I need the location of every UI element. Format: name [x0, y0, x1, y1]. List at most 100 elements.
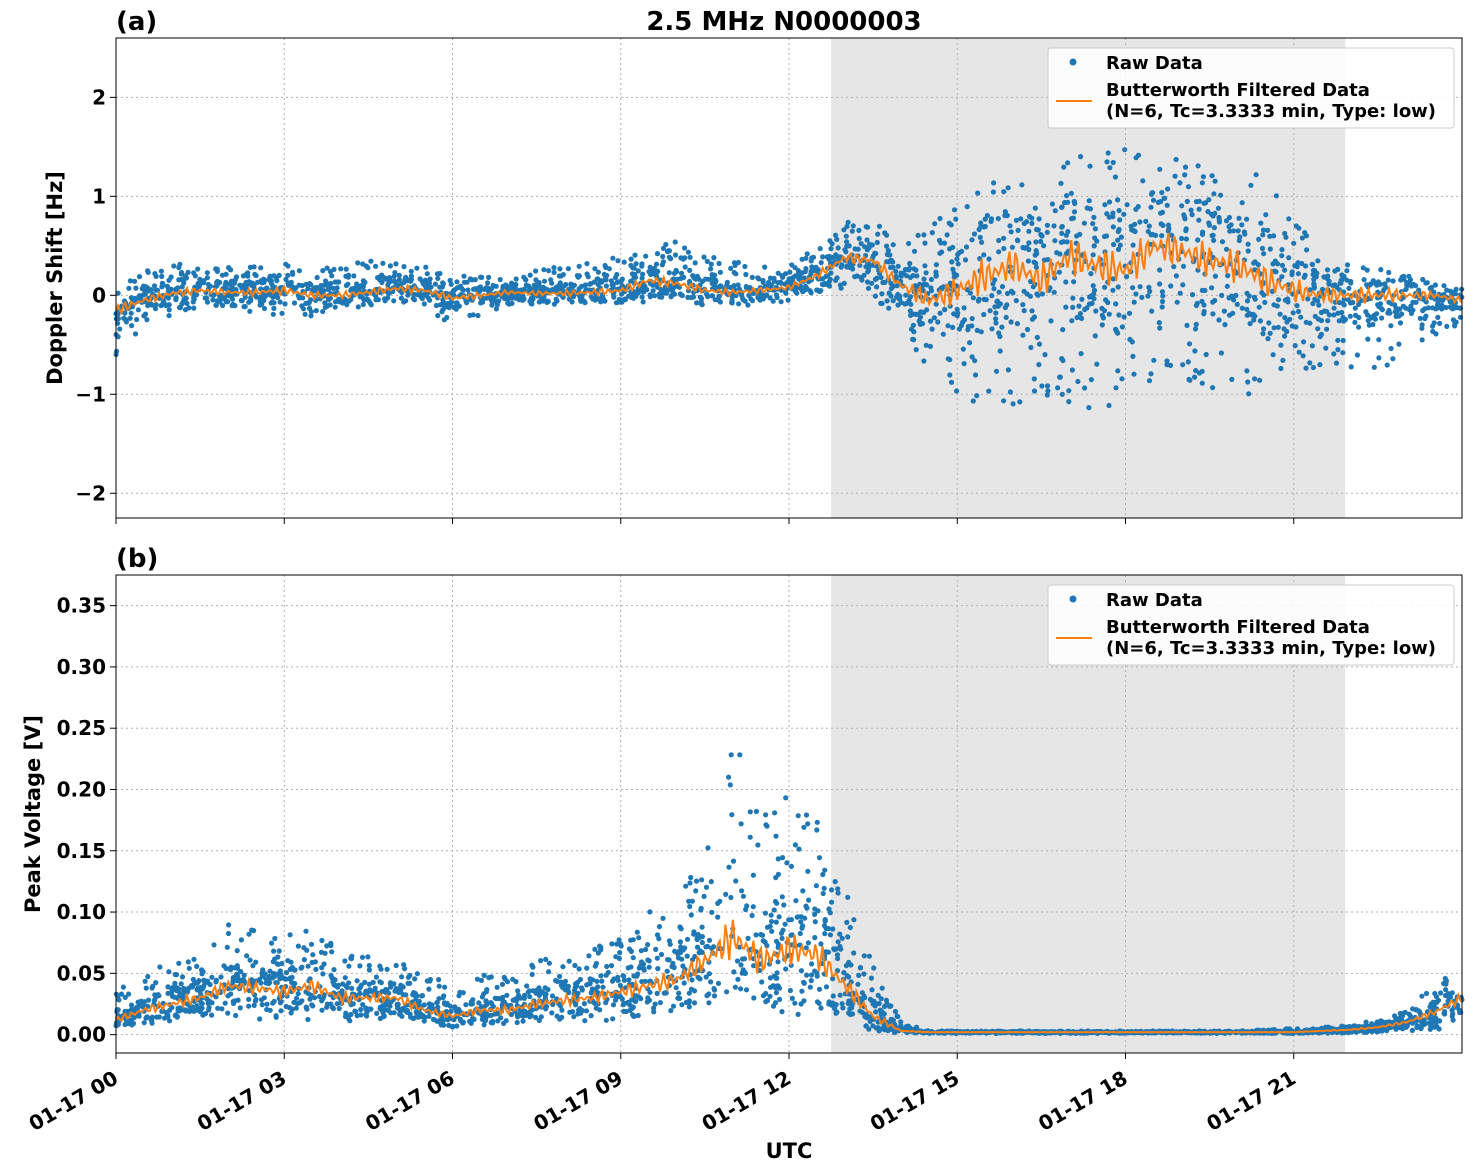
raw-data-point	[808, 978, 814, 984]
raw-data-point	[947, 372, 953, 378]
raw-data-point	[481, 972, 487, 979]
raw-data-point	[812, 906, 818, 912]
raw-data-point	[1114, 329, 1120, 335]
raw-data-point	[356, 986, 362, 992]
raw-data-point	[1289, 323, 1295, 329]
raw-data-point	[603, 1017, 609, 1023]
raw-data-point	[808, 290, 814, 296]
raw-data-point	[812, 919, 818, 925]
raw-data-point	[1267, 246, 1273, 252]
raw-data-point	[1352, 305, 1358, 311]
raw-data-point	[1388, 345, 1394, 352]
raw-data-point	[1161, 195, 1167, 201]
raw-data-point	[1051, 223, 1057, 229]
raw-data-point	[1219, 292, 1225, 298]
raw-data-point	[864, 224, 871, 230]
raw-data-point	[884, 243, 890, 249]
raw-data-point	[1171, 264, 1177, 270]
raw-data-point	[190, 299, 196, 305]
raw-data-point	[1303, 233, 1310, 239]
raw-data-point	[941, 240, 948, 246]
raw-data-point	[699, 877, 705, 883]
raw-data-point	[360, 261, 366, 267]
raw-data-point	[296, 268, 302, 274]
raw-data-point	[576, 263, 582, 269]
raw-data-point	[1021, 308, 1027, 314]
raw-data-point	[261, 305, 268, 312]
raw-data-point	[179, 269, 185, 276]
raw-data-point	[921, 276, 927, 282]
raw-data-point	[906, 240, 912, 247]
raw-data-point	[738, 821, 744, 827]
raw-data-point	[772, 810, 778, 816]
raw-data-point	[903, 300, 910, 306]
raw-data-point	[1160, 222, 1166, 228]
raw-data-point	[340, 981, 346, 987]
raw-data-point	[745, 935, 751, 942]
raw-data-point	[1031, 388, 1038, 394]
raw-data-point	[1159, 304, 1165, 310]
raw-data-point	[214, 278, 220, 285]
raw-data-point	[249, 927, 255, 933]
raw-data-point	[1124, 274, 1130, 280]
raw-data-point	[835, 890, 841, 896]
raw-data-point	[947, 280, 953, 286]
raw-data-point	[1094, 238, 1100, 244]
raw-data-point	[612, 274, 619, 281]
raw-data-point	[1164, 202, 1170, 208]
raw-data-point	[252, 271, 258, 277]
raw-data-point	[1292, 263, 1298, 269]
raw-data-point	[759, 979, 765, 985]
raw-data-point	[837, 931, 843, 937]
raw-data-point	[1199, 180, 1205, 186]
raw-data-point	[515, 1014, 521, 1020]
raw-data-point	[1112, 174, 1118, 180]
raw-data-point	[1013, 298, 1019, 304]
raw-data-point	[716, 260, 722, 267]
raw-data-point	[380, 260, 386, 266]
raw-data-point	[703, 944, 709, 950]
raw-data-point	[1424, 280, 1430, 286]
raw-data-point	[115, 311, 121, 317]
raw-data-point	[706, 971, 713, 977]
raw-data-point	[551, 269, 557, 275]
raw-data-point	[875, 231, 881, 237]
raw-data-point	[360, 278, 366, 284]
raw-data-point	[595, 984, 601, 990]
raw-data-point	[908, 312, 914, 318]
raw-data-point	[709, 945, 715, 951]
raw-data-point	[1173, 156, 1179, 163]
raw-data-point	[1059, 224, 1065, 230]
raw-data-point	[838, 285, 844, 291]
raw-data-point	[653, 946, 659, 953]
raw-data-point	[213, 302, 219, 308]
raw-data-point	[1390, 356, 1396, 362]
raw-data-point	[159, 273, 165, 279]
raw-data-point	[465, 287, 471, 293]
raw-data-point	[868, 975, 875, 981]
raw-data-point	[291, 286, 298, 292]
raw-data-point	[165, 286, 172, 292]
raw-data-point	[735, 976, 741, 982]
raw-data-point	[1133, 291, 1139, 297]
raw-data-point	[424, 278, 430, 284]
raw-data-point	[233, 1012, 239, 1019]
raw-data-point	[1099, 312, 1105, 318]
raw-data-point	[1236, 215, 1242, 221]
raw-data-point	[242, 304, 248, 310]
raw-data-point	[1005, 185, 1011, 191]
raw-data-point	[1062, 199, 1068, 206]
raw-data-point	[1110, 276, 1116, 282]
raw-data-point	[801, 980, 807, 986]
raw-data-point	[1159, 289, 1165, 295]
raw-data-point	[799, 988, 805, 994]
raw-data-point	[358, 1006, 364, 1013]
raw-data-point	[913, 267, 919, 273]
raw-data-point	[924, 282, 930, 288]
raw-data-point	[724, 989, 730, 995]
raw-data-point	[690, 294, 697, 300]
raw-data-point	[739, 970, 745, 976]
raw-data-point	[172, 971, 178, 978]
raw-data-point	[1173, 273, 1179, 279]
raw-data-point	[179, 284, 185, 290]
